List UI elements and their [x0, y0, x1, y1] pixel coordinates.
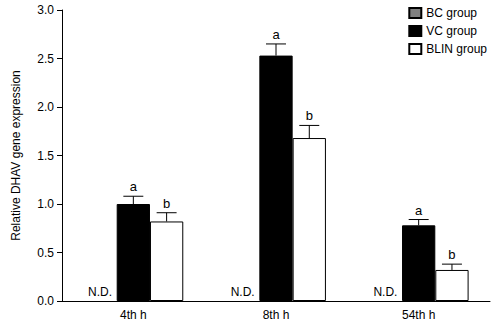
svg-text:BC group: BC group: [426, 6, 477, 20]
svg-text:BLIN group: BLIN group: [426, 42, 487, 56]
svg-text:0.5: 0.5: [37, 246, 54, 260]
svg-text:2.5: 2.5: [37, 52, 54, 66]
svg-text:a: a: [415, 203, 423, 218]
svg-text:N.D.: N.D.: [231, 285, 255, 299]
svg-text:b: b: [448, 247, 455, 262]
svg-text:a: a: [272, 27, 280, 42]
svg-text:VC group: VC group: [426, 24, 477, 38]
svg-text:8th h: 8th h: [263, 308, 290, 322]
svg-text:1.5: 1.5: [37, 149, 54, 163]
svg-text:1.0: 1.0: [37, 197, 54, 211]
svg-text:2.0: 2.0: [37, 100, 54, 114]
svg-text:N.D.: N.D.: [373, 285, 397, 299]
svg-text:4th h: 4th h: [120, 308, 147, 322]
svg-text:3.0: 3.0: [37, 3, 54, 17]
svg-text:Relative DHAV gene expression: Relative DHAV gene expression: [9, 70, 23, 241]
svg-text:0.0: 0.0: [37, 294, 54, 308]
svg-text:b: b: [306, 108, 313, 123]
svg-text:a: a: [130, 179, 138, 194]
svg-text:b: b: [163, 196, 170, 211]
svg-text:N.D.: N.D.: [88, 285, 112, 299]
svg-text:54th h: 54th h: [402, 308, 435, 322]
